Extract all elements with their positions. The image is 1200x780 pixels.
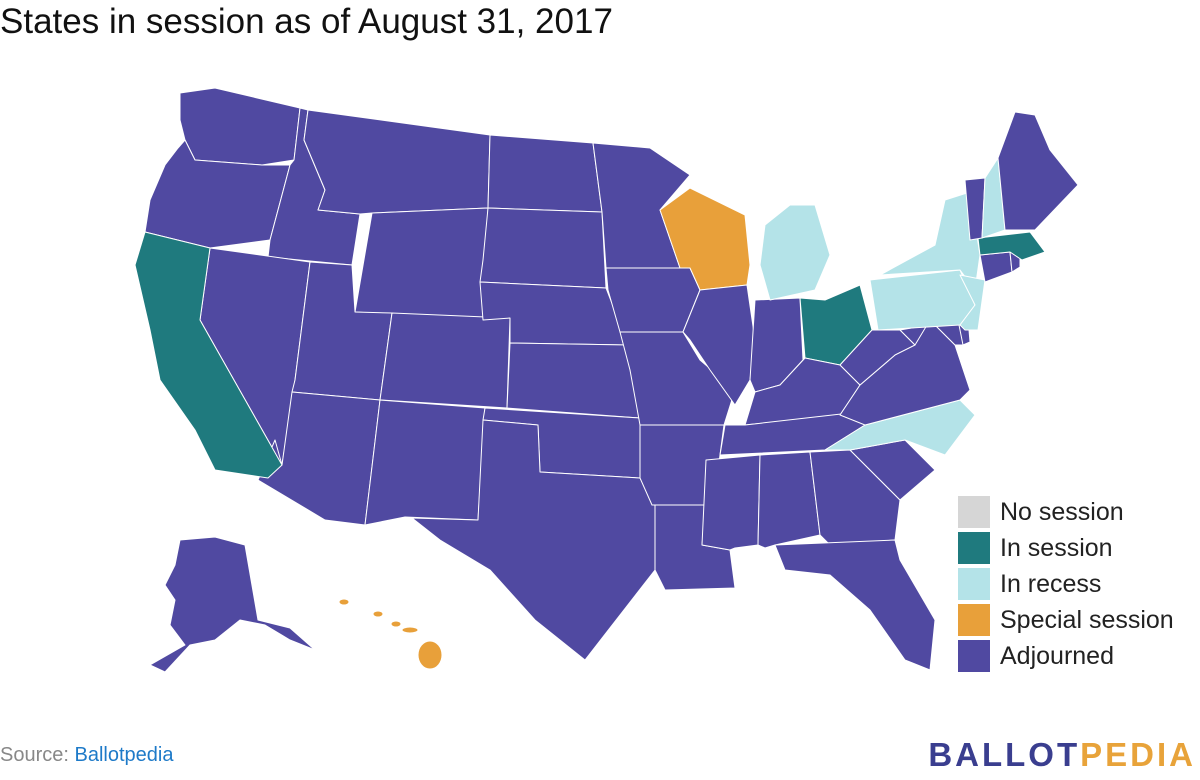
legend-item-no-session: No session [958, 494, 1174, 530]
state-il [682, 284, 756, 406]
legend-item-special-session: Special session [958, 602, 1174, 638]
logo-part-pedia: PEDIA [1080, 736, 1196, 773]
state-pa [869, 269, 976, 331]
legend-label-in-session: In session [1000, 533, 1113, 562]
state-fl [774, 539, 936, 671]
legend-label-in-recess: In recess [1000, 569, 1102, 598]
source-prefix: Source: [0, 744, 75, 766]
legend-label-adjourned: Adjourned [1000, 641, 1114, 670]
legend-swatch-in-recess [958, 568, 990, 600]
state-ak [149, 536, 316, 673]
state-co [379, 312, 511, 409]
state-ms [701, 454, 761, 551]
state-mo [619, 331, 736, 426]
logo-part-ballot: BALLOT [928, 736, 1081, 773]
legend-item-in-session: In session [958, 530, 1174, 566]
state-al [757, 451, 821, 549]
legend-swatch-adjourned [958, 640, 990, 672]
state-wa [179, 87, 301, 166]
state-wy [354, 207, 489, 321]
legend-item-adjourned: Adjourned [958, 638, 1174, 674]
state-me [997, 111, 1079, 231]
legend-swatch-in-session [958, 532, 990, 564]
state-ma [977, 231, 1046, 261]
legend: No session In session In recess Special … [958, 494, 1174, 674]
state-mt [303, 109, 491, 215]
legend-label-special-session: Special session [1000, 605, 1174, 634]
state-ct [979, 251, 1013, 283]
source-note: Source: Ballotpedia [0, 744, 173, 767]
state-sd [479, 207, 607, 289]
legend-item-in-recess: In recess [958, 566, 1174, 602]
ballotpedia-logo: BALLOTPEDIA [928, 736, 1196, 774]
legend-swatch-special-session [958, 604, 990, 636]
state-mi [759, 204, 831, 301]
state-nm [364, 399, 486, 526]
state-nd [487, 134, 603, 213]
state-ks [506, 342, 641, 419]
state-hi [338, 598, 443, 670]
source-link[interactable]: Ballotpedia [74, 744, 174, 766]
state-ia [605, 267, 701, 333]
map-title: States in session as of August 31, 2017 [0, 2, 613, 41]
legend-label-no-session: No session [1000, 497, 1124, 526]
legend-swatch-no-session [958, 496, 990, 528]
state-ca [134, 231, 283, 479]
